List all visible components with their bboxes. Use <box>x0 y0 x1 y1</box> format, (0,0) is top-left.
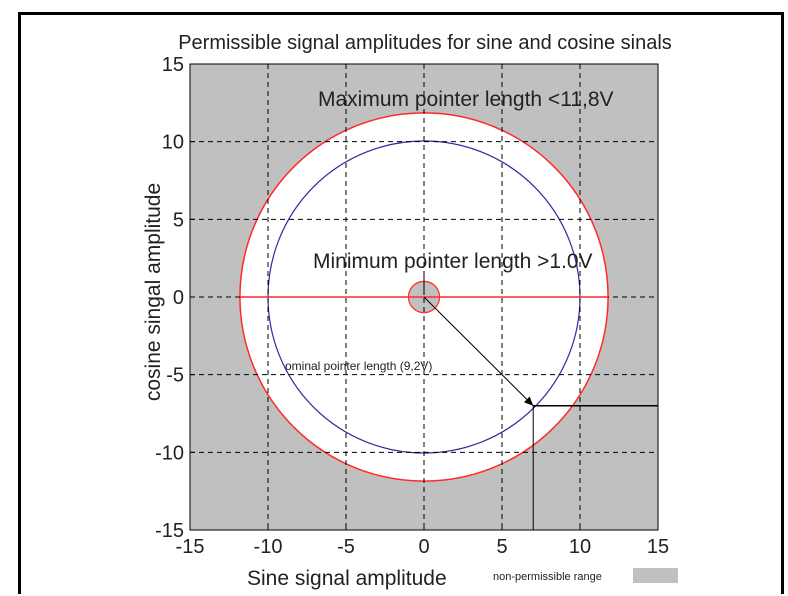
min-pointer-annotation: Minimum pointer length >1.0V <box>313 250 593 273</box>
y-tick-label: -15 <box>155 520 184 542</box>
legend-swatch <box>633 568 678 583</box>
y-tick-label: -5 <box>166 365 184 387</box>
nominal-pointer-annotation: ominal pointer length (9,2V) <box>285 359 432 373</box>
y-tick-label: -10 <box>155 442 184 464</box>
x-tick-label: -10 <box>254 536 283 558</box>
x-tick-label: -5 <box>337 536 355 558</box>
pointer-line <box>423 296 534 407</box>
x-axis-ticks: -15 -10 -5 0 5 10 15 <box>176 525 669 558</box>
x-tick-label: 10 <box>569 536 591 558</box>
x-tick-label: 0 <box>418 536 429 558</box>
y-tick-label: 0 <box>173 287 184 309</box>
x-axis-label: Sine signal amplitude <box>247 567 447 590</box>
y-axis-label: cosine singal amplitude <box>142 183 165 401</box>
y-tick-label: 10 <box>162 132 184 154</box>
x-tick-label: 5 <box>496 536 507 558</box>
pointer-arrowhead <box>524 396 534 406</box>
chart-title: Permissible signal amplitudes for sine a… <box>178 32 672 54</box>
max-pointer-annotation: Maximum pointer length <11,8V <box>318 88 614 111</box>
x-tick-label: -15 <box>176 536 205 558</box>
y-tick-label: 5 <box>173 209 184 231</box>
y-axis-ticks: -15 -10 -5 0 5 10 15 <box>155 54 195 542</box>
y-tick-label: 15 <box>162 54 184 76</box>
x-tick-label: 15 <box>647 536 669 558</box>
legend-label: non-permissible range <box>493 571 602 583</box>
